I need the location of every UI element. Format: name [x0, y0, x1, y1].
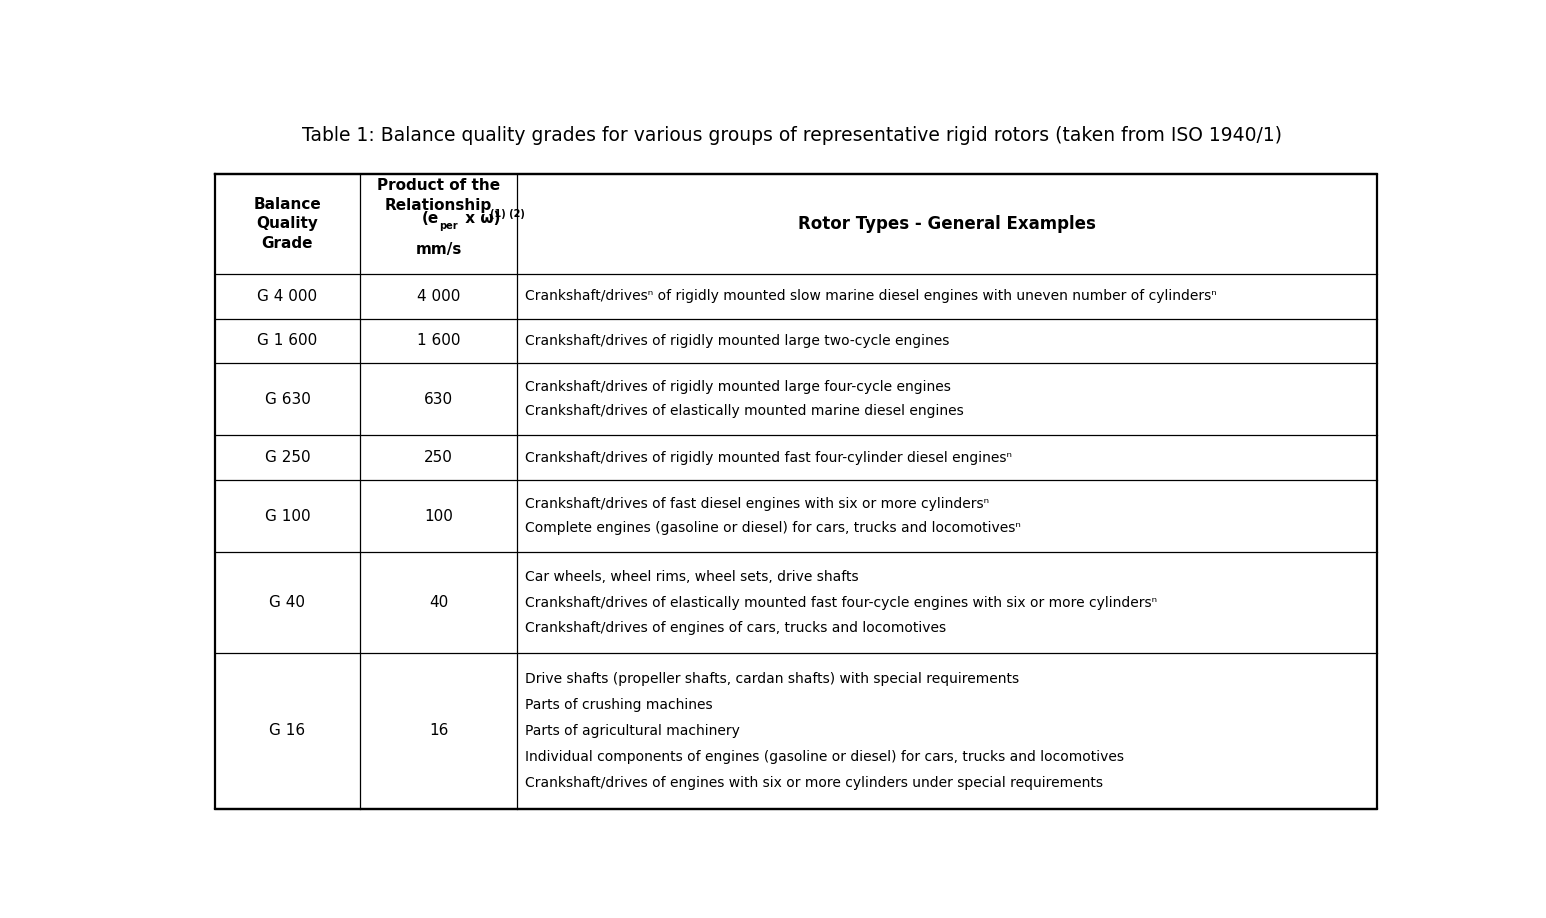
Text: Crankshaft/drives of engines with six or more cylinders under special requiremen: Crankshaft/drives of engines with six or… [526, 776, 1104, 789]
Text: Product of the
Relationship: Product of the Relationship [377, 178, 499, 213]
Text: 16: 16 [428, 723, 448, 738]
Text: Crankshaft/drives of engines of cars, trucks and locomotives: Crankshaft/drives of engines of cars, tr… [526, 621, 946, 634]
Text: G 4 000: G 4 000 [257, 289, 317, 304]
Text: Drive shafts (propeller shafts, cardan shafts) with special requirements: Drive shafts (propeller shafts, cardan s… [526, 672, 1019, 686]
Text: Parts of agricultural machinery: Parts of agricultural machinery [526, 723, 741, 737]
Text: G 1 600: G 1 600 [257, 333, 317, 348]
Text: Balance
Quality
Grade: Balance Quality Grade [254, 196, 322, 252]
Text: Crankshaft/drives of elastically mounted marine diesel engines: Crankshaft/drives of elastically mounted… [526, 404, 965, 419]
Text: 100: 100 [424, 509, 453, 523]
Text: 40: 40 [428, 595, 448, 610]
Text: Car wheels, wheel rims, wheel sets, drive shafts: Car wheels, wheel rims, wheel sets, driv… [526, 570, 860, 585]
Text: G 40: G 40 [269, 595, 306, 610]
Text: Crankshaft/drives of rigidly mounted large four-cycle engines: Crankshaft/drives of rigidly mounted lar… [526, 380, 951, 394]
Text: G 100: G 100 [264, 509, 311, 523]
Text: Crankshaft/drivesⁿ of rigidly mounted slow marine diesel engines with uneven num: Crankshaft/drivesⁿ of rigidly mounted sl… [526, 289, 1217, 303]
Text: Crankshaft/drives of rigidly mounted fast four-cylinder diesel enginesⁿ: Crankshaft/drives of rigidly mounted fas… [526, 451, 1013, 465]
Text: G 630: G 630 [264, 392, 311, 407]
Text: (1) (2): (1) (2) [490, 209, 526, 219]
Text: per: per [439, 220, 458, 230]
Text: Crankshaft/drives of rigidly mounted large two-cycle engines: Crankshaft/drives of rigidly mounted lar… [526, 334, 949, 348]
Text: 4 000: 4 000 [417, 289, 461, 304]
Text: Crankshaft/drives of elastically mounted fast four-cycle engines with six or mor: Crankshaft/drives of elastically mounted… [526, 596, 1158, 610]
Text: Crankshaft/drives of fast diesel engines with six or more cylindersⁿ: Crankshaft/drives of fast diesel engines… [526, 498, 989, 511]
Text: (e: (e [422, 211, 439, 226]
Text: Parts of crushing machines: Parts of crushing machines [526, 698, 713, 711]
Text: 630: 630 [424, 392, 453, 407]
Text: G 16: G 16 [269, 723, 306, 738]
Text: Table 1: Balance quality grades for various groups of representative rigid rotor: Table 1: Balance quality grades for vari… [303, 127, 1282, 145]
Text: Complete engines (gasoline or diesel) for cars, trucks and locomotivesⁿ: Complete engines (gasoline or diesel) fo… [526, 521, 1022, 535]
Text: Individual components of engines (gasoline or diesel) for cars, trucks and locom: Individual components of engines (gasoli… [526, 750, 1124, 764]
Text: mm/s: mm/s [416, 242, 462, 257]
Text: x ω): x ω) [461, 211, 501, 226]
Text: 250: 250 [424, 450, 453, 465]
Text: Rotor Types - General Examples: Rotor Types - General Examples [798, 215, 1096, 233]
Text: G 250: G 250 [264, 450, 311, 465]
Text: 1 600: 1 600 [417, 333, 461, 348]
